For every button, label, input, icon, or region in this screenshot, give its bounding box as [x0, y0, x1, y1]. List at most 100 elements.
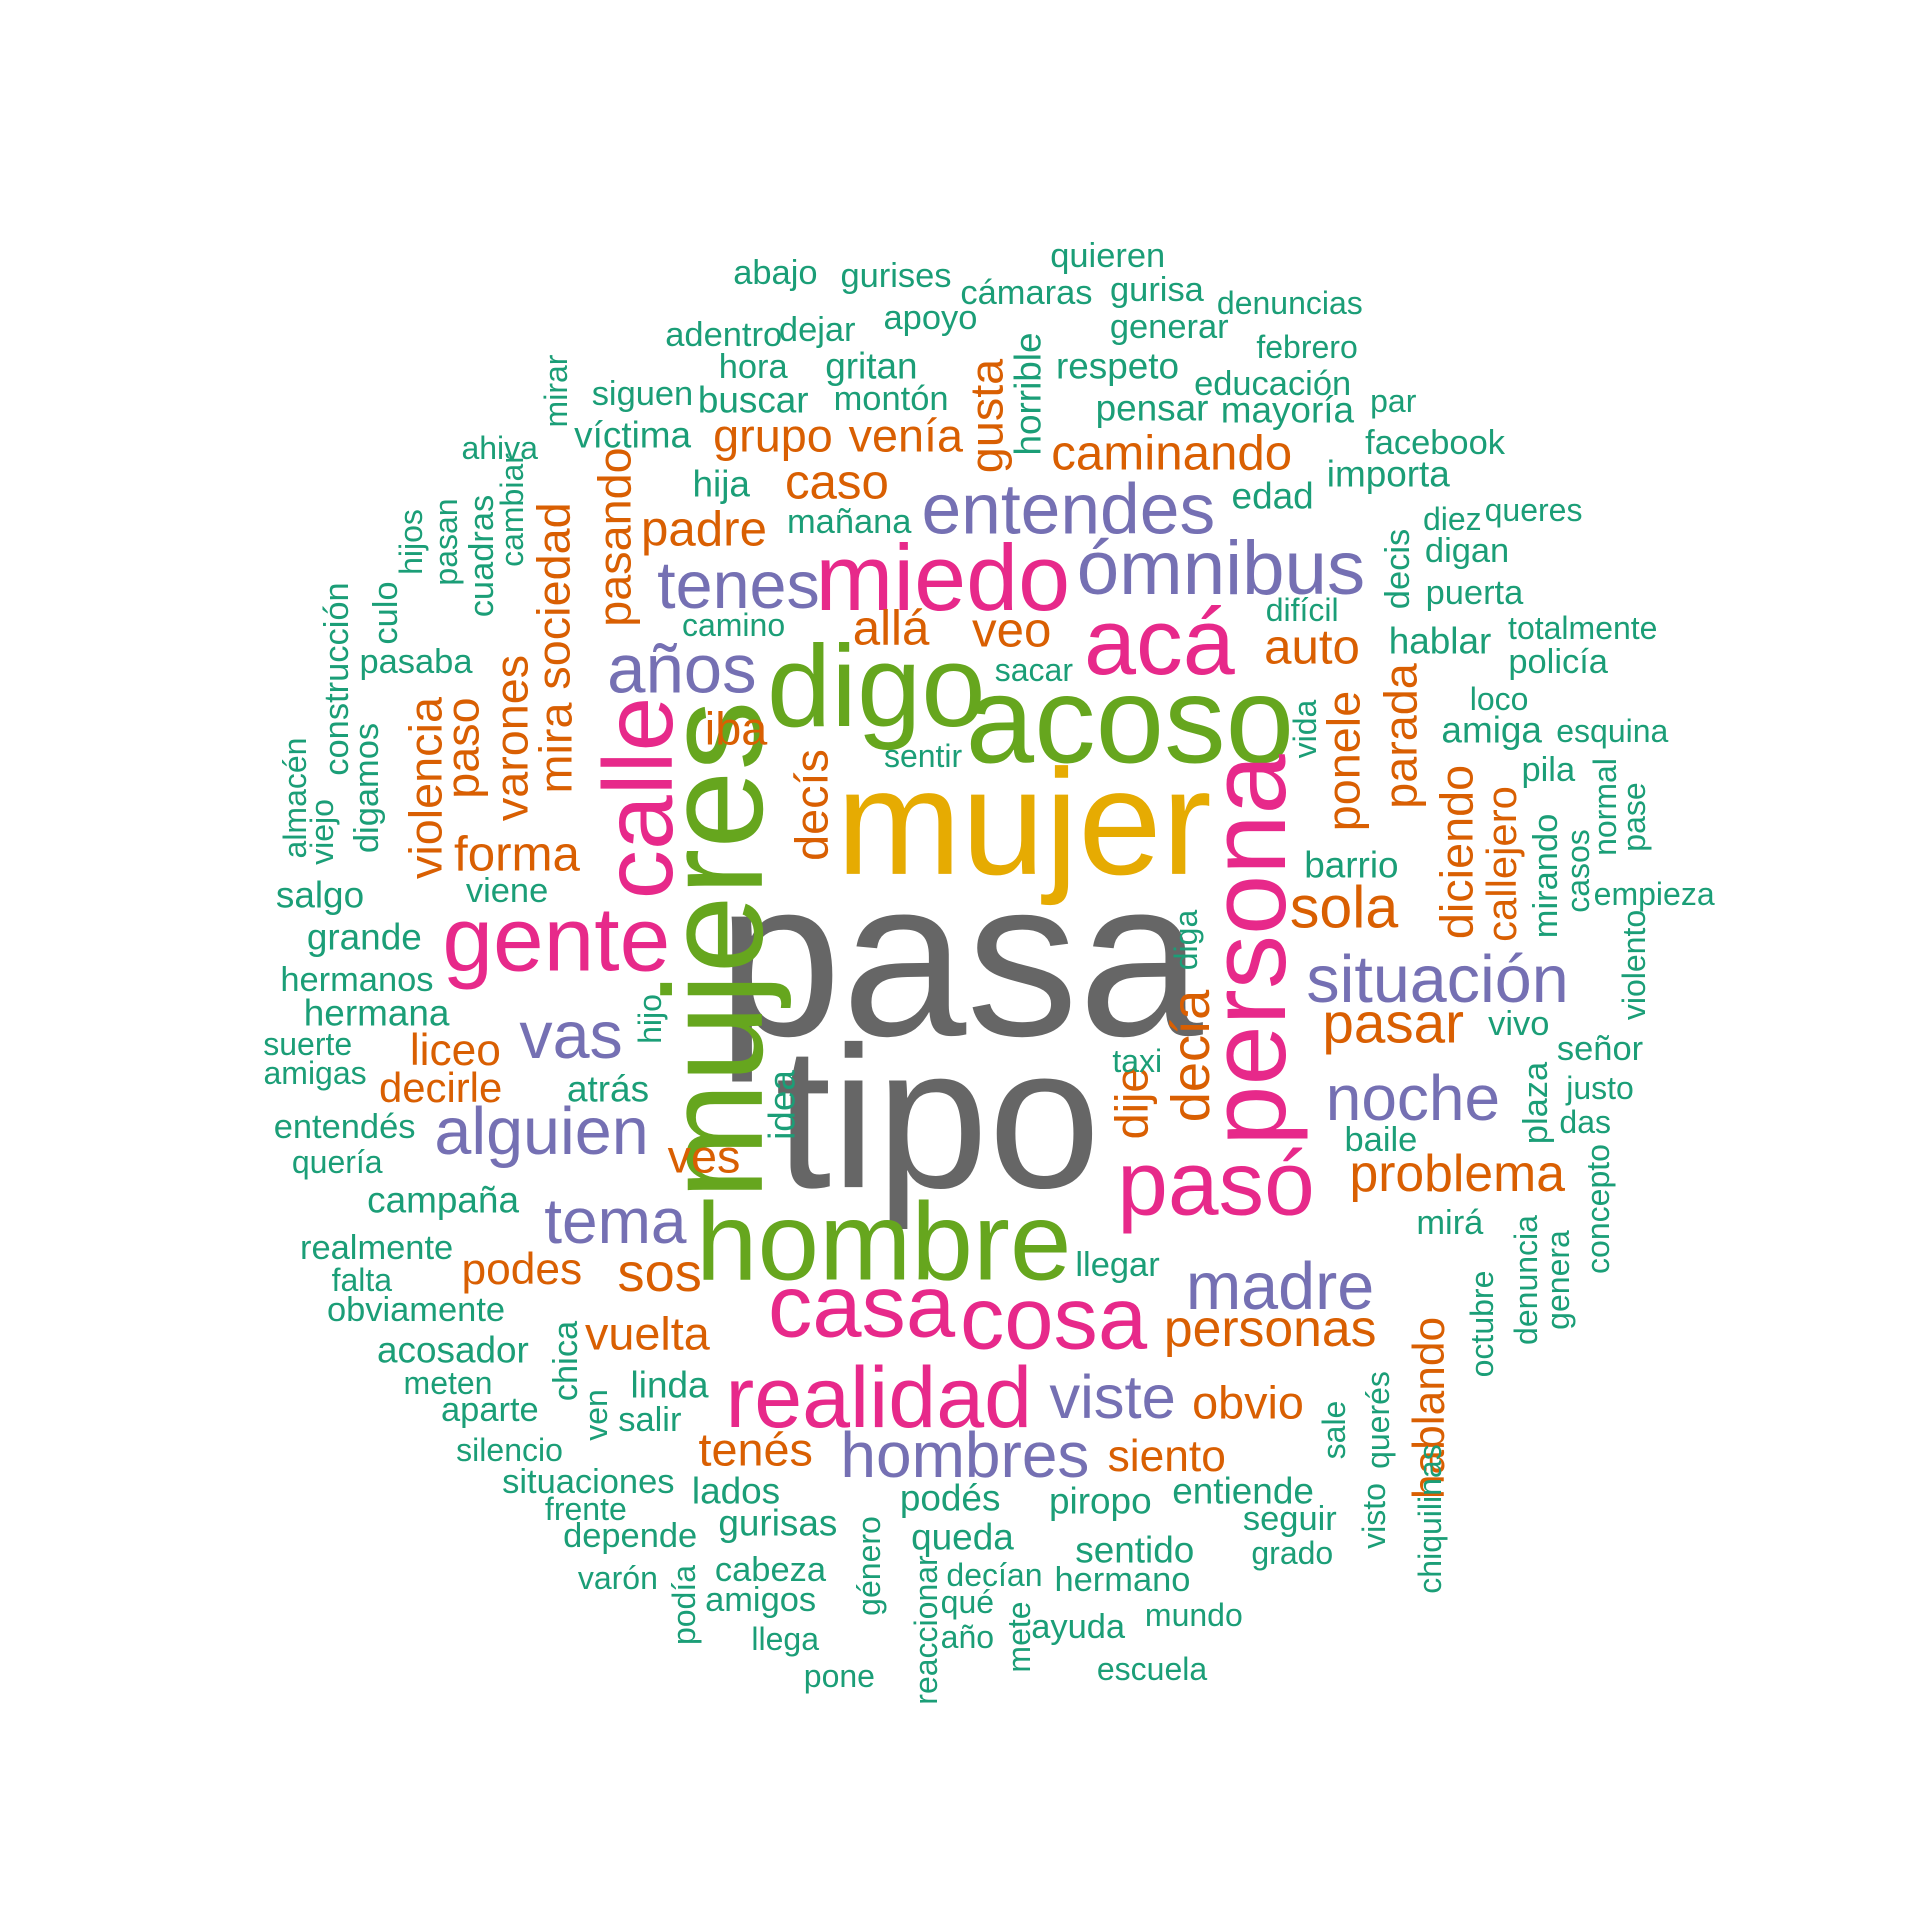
word: hija: [692, 463, 750, 505]
word: grupo: [713, 409, 833, 462]
word: siguen: [591, 374, 694, 413]
word: sentir: [883, 737, 963, 774]
word: hermano: [1054, 1561, 1191, 1600]
word: obvio: [1192, 1376, 1304, 1429]
word: cosa: [959, 1269, 1148, 1369]
word: chiquilinas: [1412, 1444, 1449, 1594]
word: aparte: [440, 1391, 539, 1430]
word: sola: [1289, 874, 1399, 941]
word: edad: [1231, 475, 1314, 517]
word: mayoría: [1220, 389, 1355, 431]
word: señor: [1556, 1029, 1644, 1068]
word: acoso: [965, 652, 1295, 790]
word: barrio: [1304, 844, 1399, 886]
word: padre: [641, 501, 767, 557]
word: vida: [1286, 699, 1323, 758]
word: llegar: [1075, 1245, 1160, 1284]
word: acosador: [377, 1329, 529, 1371]
word: iba: [704, 702, 768, 755]
word: decía: [1161, 989, 1222, 1123]
word: digo: [766, 620, 986, 751]
word: decían: [946, 1557, 1043, 1594]
word: digan: [1424, 532, 1510, 571]
word: lados: [691, 1470, 781, 1512]
word: das: [1559, 1104, 1612, 1141]
word: decirle: [379, 1064, 503, 1112]
word: mira: [529, 702, 582, 794]
word: puerta: [1425, 573, 1524, 612]
word: pasaba: [359, 642, 473, 681]
word: noche: [1325, 1061, 1501, 1134]
word: veo: [972, 602, 1052, 658]
word: cámaras: [960, 273, 1093, 312]
word: mujer: [836, 738, 1212, 907]
word: víctima: [574, 414, 692, 456]
word: suerte: [263, 1025, 353, 1062]
word: loco: [1469, 681, 1529, 718]
word: gusta: [960, 358, 1013, 474]
word: tenés: [698, 1423, 813, 1476]
word: hijos: [393, 508, 430, 575]
word: ayuda: [1031, 1607, 1126, 1646]
word: madre: [1185, 1250, 1375, 1325]
word: diga: [1168, 910, 1205, 971]
word: casos: [1559, 829, 1596, 914]
word: violencia: [399, 696, 452, 879]
word: abajo: [733, 253, 818, 292]
word: mundo: [1144, 1596, 1243, 1633]
word: sale: [1316, 1400, 1353, 1460]
word: acá: [1083, 589, 1235, 695]
word: liceo: [409, 1025, 501, 1075]
word: llega: [751, 1621, 820, 1658]
word: apoyo: [883, 298, 978, 337]
word: denuncias: [1216, 284, 1363, 321]
word: viejo: [304, 799, 341, 865]
word: entiende: [1172, 1470, 1314, 1512]
word: adentro: [665, 315, 783, 354]
word: queda: [911, 1516, 1014, 1558]
word: horrible: [1007, 332, 1049, 456]
word: años: [607, 630, 757, 708]
word: querés: [1360, 1371, 1397, 1470]
word: entendés: [273, 1108, 416, 1147]
word: educación: [1194, 364, 1352, 403]
word: totalmente: [1508, 609, 1658, 646]
word: escuela: [1096, 1650, 1208, 1687]
word: salgo: [275, 874, 365, 916]
word: problema: [1349, 1144, 1565, 1203]
word: podes: [461, 1244, 583, 1294]
word: podés: [899, 1477, 1001, 1519]
word: importa: [1326, 453, 1450, 495]
word: meten: [403, 1365, 493, 1402]
word: gritan: [825, 345, 918, 387]
word: realmente: [300, 1228, 454, 1267]
word: gente: [442, 889, 671, 991]
word: justo: [1566, 1070, 1634, 1106]
word: respeto: [1055, 345, 1180, 387]
word: obviamente: [326, 1290, 506, 1329]
word: pensar: [1095, 387, 1209, 429]
word: quieren: [1050, 236, 1166, 275]
word: pasa: [717, 832, 1203, 1083]
word: tema: [544, 1184, 687, 1257]
word: camino: [681, 607, 786, 644]
word: miedo: [815, 525, 1071, 631]
word: gurisa: [1110, 271, 1204, 310]
word: digamos: [347, 722, 386, 853]
word: hombres: [840, 1418, 1090, 1491]
word: vivo: [1488, 1004, 1550, 1043]
word: tipo: [775, 1003, 1101, 1230]
word: facebook: [1365, 423, 1505, 462]
word: concepto: [1579, 1143, 1616, 1274]
word: par: [1370, 383, 1417, 420]
word: violento: [1616, 909, 1653, 1021]
word: pase: [1616, 782, 1653, 852]
word: taxi: [1112, 1042, 1163, 1079]
word: mañana: [786, 502, 912, 541]
word: visto: [1355, 1483, 1392, 1550]
word: diez: [1422, 501, 1482, 538]
word: ómnibus: [1076, 525, 1366, 611]
word: reaccionar: [907, 1554, 944, 1705]
word: idea: [761, 1070, 803, 1141]
